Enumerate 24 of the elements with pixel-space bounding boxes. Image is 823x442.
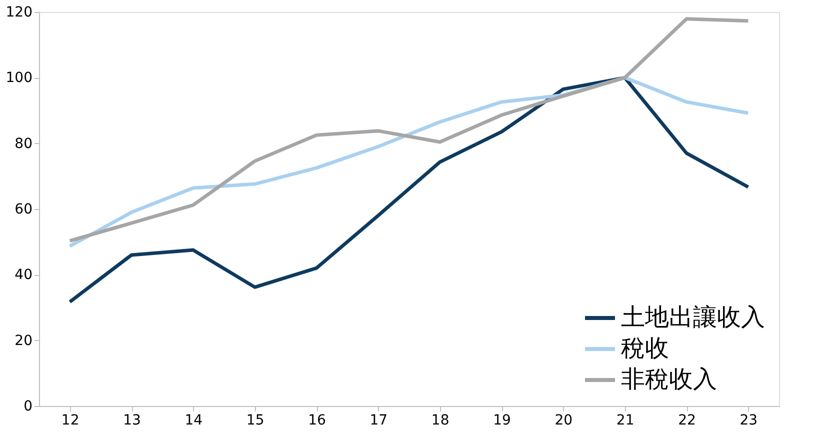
y-tick-label: 20 [14,332,32,349]
x-tick-label: 23 [740,412,758,428]
y-tick-label: 80 [14,136,32,152]
line-series [68,76,750,304]
line-series [68,17,750,243]
x-tick-label: 14 [184,412,203,428]
y-tick-label: 0 [24,398,32,414]
legend-label: 土地出讓收入 [621,303,765,331]
x-tick-label: 21 [616,412,634,428]
legend-label: 非稅收入 [621,365,717,393]
x-tick-label: 13 [123,412,141,428]
x-tick-label: 20 [554,412,573,428]
y-tick-label: 120 [6,4,32,20]
x-tick-label: 15 [246,412,264,428]
x-tick-label: 22 [678,412,696,428]
x-tick-label: 19 [493,412,511,428]
x-tick-label: 18 [431,412,450,428]
x-tick-label: 17 [370,412,388,428]
y-tick-label: 60 [14,202,32,218]
x-tick-label: 16 [308,412,326,428]
y-tick-label: 100 [6,70,32,86]
x-tick-label: 12 [61,412,80,428]
legend-label: 稅收 [621,334,669,362]
y-tick-label: 40 [14,267,32,284]
